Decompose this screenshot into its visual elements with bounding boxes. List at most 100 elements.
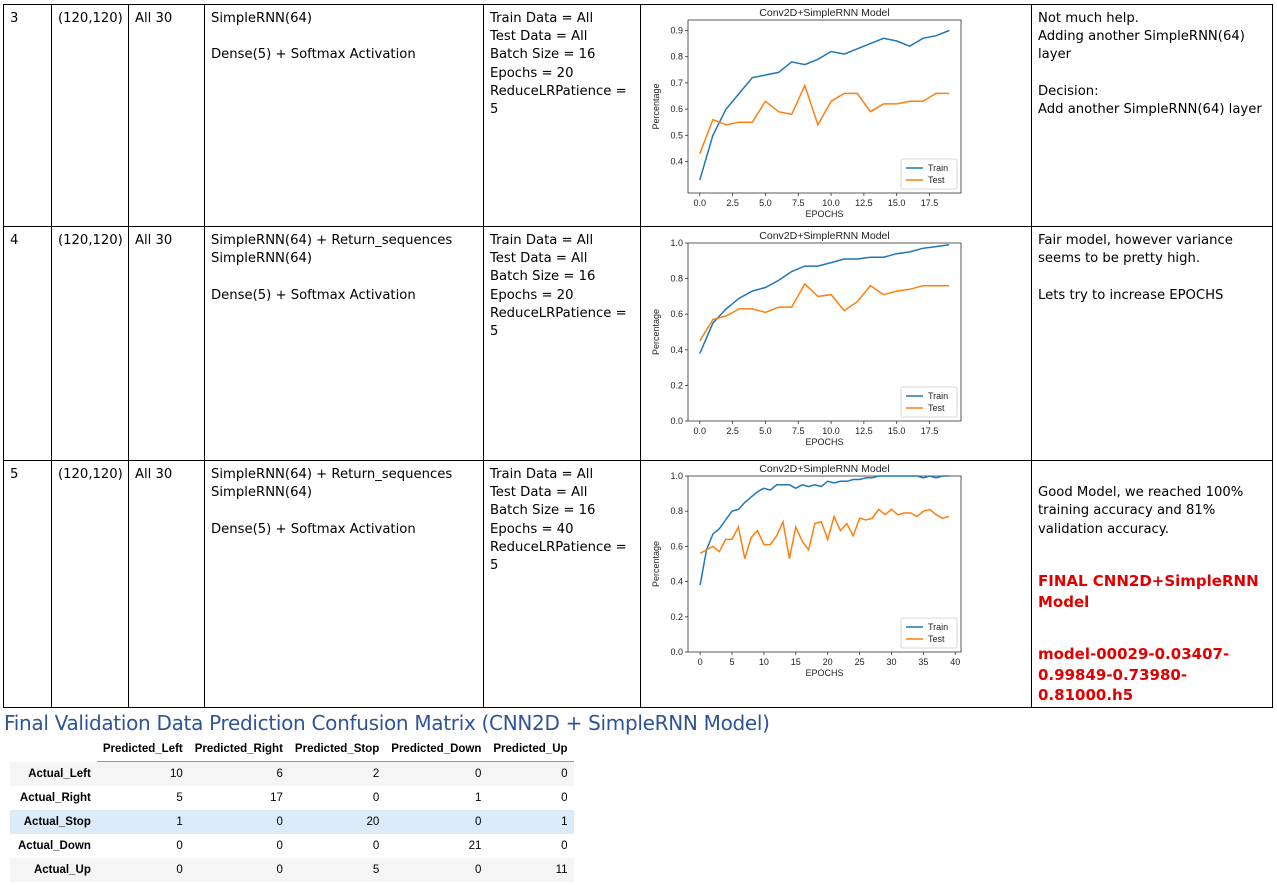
x-tick-label: 10.0 <box>822 198 840 208</box>
legend-box <box>900 617 958 649</box>
x-axis-label: EPOCHS <box>805 209 843 219</box>
y-tick-label: 0.0 <box>670 416 683 426</box>
x-axis-label: EPOCHS <box>805 437 843 447</box>
legend-label: Train <box>928 622 948 632</box>
row5-frames-cell: All 30 <box>128 460 205 708</box>
table-cell: 21 <box>468 840 482 852</box>
chart-row4: Conv2D+SimpleRNN Model 0.0 2.5 5.0 7.5 10.0 12… <box>651 230 962 447</box>
table-cell: 0 <box>474 816 482 828</box>
x-tick-label: 15.0 <box>888 426 906 436</box>
final-model-title: FINAL CNN2D+SimpleRNN Model <box>1038 572 1259 611</box>
row3-num: 3 <box>10 11 19 26</box>
column-header: Predicted_Right <box>188 737 289 762</box>
table-cell: 11 <box>555 864 568 876</box>
row4-notes-cell: Fair model, however variance seems to be… <box>1031 226 1273 461</box>
row3-frames: All 30 <box>135 11 173 26</box>
row3-params-cell: Train Data = All Test Data = All Batch S… <box>483 4 641 227</box>
x-tick-label: 0.0 <box>694 198 707 208</box>
x-tick-label: 10 <box>759 657 769 667</box>
y-axis-label: Percentage <box>651 541 661 587</box>
y-tick-label: 0.0 <box>670 647 683 657</box>
row4-arch: SimpleRNN(64) + Return_sequences SimpleR… <box>211 233 453 303</box>
chart-title: Conv2D+SimpleRNN Model <box>759 7 889 19</box>
legend-label: Train <box>928 163 948 173</box>
column-header: Predicted_Left <box>96 737 189 762</box>
y-tick-label: 0.6 <box>670 541 683 551</box>
y-tick-label: 0.4 <box>670 577 683 587</box>
table-cell: 10 <box>169 768 183 780</box>
row3-notes: Not much help. Adding another SimpleRNN(… <box>1038 11 1262 118</box>
x-tick-label: 2.5 <box>726 426 739 436</box>
column-header: Predicted_Down <box>385 737 488 762</box>
x-tick-label: 17.5 <box>921 426 939 436</box>
row5-num-cell: 5 <box>3 460 52 708</box>
table-cell: 0 <box>561 792 568 804</box>
table-cell: 17 <box>270 792 283 804</box>
row5-notes: Good Model, we reached 100% training acc… <box>1038 485 1244 537</box>
plot-frame <box>687 475 962 653</box>
chart-title: Conv2D+SimpleRNN Model <box>759 463 889 475</box>
chart-row5: Conv2D+SimpleRNN Model 0 5 10 15 20 25 30 35 40 0.… <box>651 463 962 678</box>
table-row: Actual_Up 0 0 5 0 11 <box>10 858 574 882</box>
plot-frame <box>687 242 962 422</box>
legend-label: Test <box>928 175 945 185</box>
table-row: Actual_Right 5 17 0 1 0 <box>10 786 574 810</box>
y-tick-label: 0.5 <box>670 130 683 140</box>
x-tick-label: 5.0 <box>759 426 772 436</box>
y-tick-label: 0.2 <box>670 380 683 390</box>
table-cell: 0 <box>474 768 482 780</box>
x-tick-label: 20 <box>823 657 833 667</box>
row4-params: Train Data = All Test Data = All Batch S… <box>490 233 627 340</box>
table-cell: 1 <box>561 816 568 828</box>
table-cell: 2 <box>372 768 380 780</box>
row3-notes-cell: Not much help. Adding another SimpleRNN(… <box>1031 4 1273 227</box>
row-label: Actual_Down <box>18 840 91 852</box>
series-line-train <box>699 29 950 181</box>
row5-size: (120,120) <box>58 467 123 482</box>
y-tick-label: 0.2 <box>670 612 683 622</box>
x-tick-label: 17.5 <box>921 198 939 208</box>
row4-params-cell: Train Data = All Test Data = All Batch S… <box>483 226 641 461</box>
row3-frames-cell: All 30 <box>128 4 205 227</box>
row3-params: Train Data = All Test Data = All Batch S… <box>490 11 627 118</box>
x-axis-label: EPOCHS <box>805 668 843 678</box>
series-line-train <box>699 244 950 354</box>
x-tick-label: 30 <box>886 657 896 667</box>
x-tick-label: 7.5 <box>792 426 805 436</box>
table-cell: 5 <box>176 792 183 804</box>
y-tick-label: 0.9 <box>670 25 683 35</box>
row4-num-cell: 4 <box>3 226 52 461</box>
legend-box <box>900 158 958 190</box>
x-tick-label: 25 <box>855 657 865 667</box>
y-tick-label: 0.7 <box>670 78 683 88</box>
column-header: Predicted_Stop <box>288 737 386 762</box>
plot-frame <box>687 19 962 194</box>
table-cell: 0 <box>276 864 283 876</box>
table-cell: 0 <box>474 864 482 876</box>
chart-title: Conv2D+SimpleRNN Model <box>759 230 889 242</box>
row5-size-cell: (120,120) <box>51 460 129 708</box>
confusion-matrix-table: Predicted_Left Predicted_Right Predicted… <box>10 737 574 882</box>
legend-box <box>900 386 958 418</box>
legend-label: Test <box>928 403 945 413</box>
x-tick-label: 7.5 <box>792 198 805 208</box>
confusion-header-row: Predicted_Left Predicted_Right Predicted… <box>10 737 574 762</box>
y-axis-label: Percentage <box>651 309 661 355</box>
table-cell: 1 <box>474 792 482 804</box>
x-tick-label: 2.5 <box>726 198 739 208</box>
row5-params-cell: Train Data = All Test Data = All Batch S… <box>483 460 641 708</box>
table-row: Actual_Stop 1 0 20 0 1 <box>10 810 574 834</box>
row-label: Actual_Up <box>33 864 91 876</box>
y-axis-label: Percentage <box>651 83 661 129</box>
x-tick-label: 12.5 <box>855 426 873 436</box>
final-model-file: model-00029-0.03407-0.99849-0.73980-0.81… <box>1038 645 1230 705</box>
x-tick-label: 15.0 <box>888 198 906 208</box>
table-row: Actual_Left 10 6 2 0 0 <box>10 761 574 786</box>
row4-notes: Fair model, however variance seems to be… <box>1038 233 1233 303</box>
row3-size-cell: (120,120) <box>51 4 129 227</box>
table-cell: 0 <box>372 840 380 852</box>
row3-arch-cell: SimpleRNN(64) Dense(5) + Softmax Activat… <box>204 4 484 227</box>
y-tick-label: 1.0 <box>670 471 683 481</box>
series-line-test <box>699 508 950 559</box>
table-cell: 5 <box>372 864 380 876</box>
